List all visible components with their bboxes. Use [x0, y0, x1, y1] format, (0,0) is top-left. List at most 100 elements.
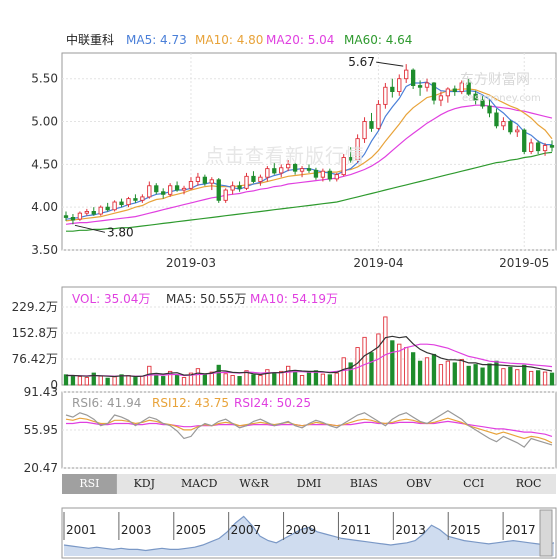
candle-body [216, 179, 221, 201]
tab-cci[interactable]: CCI [463, 477, 485, 490]
candle-body [244, 175, 249, 189]
rsi6-line [65, 409, 553, 448]
candle-body [452, 88, 457, 92]
candle-body [508, 121, 513, 133]
volume-bar [466, 365, 471, 386]
volume-bar [369, 352, 374, 386]
date-tick-label: 2019-05 [499, 256, 549, 270]
volume-bar [320, 373, 326, 386]
ma10-line [65, 88, 553, 222]
volume-bar [438, 364, 444, 386]
volume-bar [501, 368, 506, 386]
volume-bar [341, 357, 346, 386]
candle-body [167, 185, 173, 195]
candle-body [209, 179, 214, 184]
candle-body [473, 93, 478, 101]
candle-body [306, 168, 312, 171]
candle-body [459, 82, 464, 92]
candle-body [147, 185, 152, 198]
volume-bar [404, 347, 409, 386]
candle-body [181, 187, 187, 191]
candle-body [202, 176, 208, 184]
volume-bar [237, 376, 242, 386]
candle-body [390, 86, 395, 92]
volume-bar [77, 376, 83, 386]
candle-body [376, 103, 381, 129]
candle-body [223, 189, 228, 201]
stock-name: 中联重科 [66, 33, 115, 47]
candle-body [292, 163, 298, 172]
candle-body [320, 170, 326, 178]
overview-area [64, 516, 554, 556]
volume-bar [313, 370, 319, 386]
volume-bar [279, 370, 284, 386]
tabs-bar [62, 474, 556, 494]
tab-wr[interactable]: W&R [239, 477, 269, 490]
volume-ma5-line [66, 335, 553, 378]
candle-body [515, 129, 520, 133]
rsi-tick-label: 91.43 [24, 385, 58, 399]
rsi-tick-label: 20.47 [24, 461, 58, 475]
volume-bar [70, 375, 76, 386]
candle-body [535, 142, 541, 152]
volume-bar [515, 369, 520, 386]
tab-bias[interactable]: BIAS [349, 477, 378, 490]
date-tick-label: 2019-03 [166, 256, 216, 270]
candle-body [286, 163, 291, 169]
candle-body [174, 185, 180, 191]
tab-macd[interactable]: MACD [180, 477, 218, 490]
volume-bar [161, 376, 166, 386]
candle-body [299, 168, 305, 172]
candle-body [112, 201, 117, 211]
candle-body [404, 69, 409, 80]
overview-year-label: 2009 [286, 523, 317, 537]
candle-body [119, 201, 124, 206]
volume-bar [362, 336, 367, 386]
candle-body [251, 175, 256, 182]
candle-body [522, 129, 527, 152]
volume-bar [154, 374, 159, 386]
overview-year-label: 2017 [505, 523, 536, 537]
volume-tick-label: 152.8万 [12, 326, 58, 340]
volume-bar [383, 316, 388, 386]
price-tick-label: 3.50 [31, 243, 58, 257]
volume-bar [223, 373, 228, 386]
tab-obv[interactable]: OBV [406, 477, 432, 490]
rsi12-legend: RSI12: 43.75 [152, 396, 229, 410]
vol-ma10-legend: MA10: 54.19万 [250, 292, 339, 306]
candle-body [529, 142, 534, 152]
volume-bar [140, 375, 145, 386]
tab-roc[interactable]: ROC [515, 477, 542, 490]
volume-bar [327, 374, 332, 386]
price-tick-label: 4.50 [31, 157, 58, 171]
rsi-tick-label: 55.95 [24, 423, 58, 437]
candle-body [188, 181, 194, 189]
volume-bar [480, 367, 485, 386]
volume-bar [209, 371, 214, 386]
candle-body [438, 95, 444, 101]
candle-body [161, 191, 166, 195]
volume-bar [195, 368, 201, 386]
candle-body [369, 121, 374, 129]
volume-bar [535, 370, 541, 386]
volume-bar [522, 364, 527, 386]
candle-body [77, 212, 83, 220]
candle-body [494, 112, 499, 127]
volume-ma10-line [66, 343, 553, 377]
overview-year-label: 2013 [395, 523, 426, 537]
candle-body [542, 145, 548, 152]
volume-bar [355, 347, 360, 386]
overview-year-label: 2001 [66, 523, 97, 537]
candle-body [487, 105, 492, 114]
ma5-legend: MA5: 4.73 [126, 33, 187, 47]
date-tick-label: 2019-04 [353, 256, 403, 270]
overview-frame [61, 507, 557, 559]
tab-kdj[interactable]: KDJ [133, 477, 156, 490]
candle-body [445, 88, 451, 97]
watermark-text: 点击查看新版行情 [205, 145, 366, 167]
candle-body [355, 138, 360, 161]
candle-body [279, 167, 284, 174]
tab-dmi[interactable]: DMI [296, 477, 322, 490]
tab-rsi[interactable]: RSI [79, 477, 100, 490]
